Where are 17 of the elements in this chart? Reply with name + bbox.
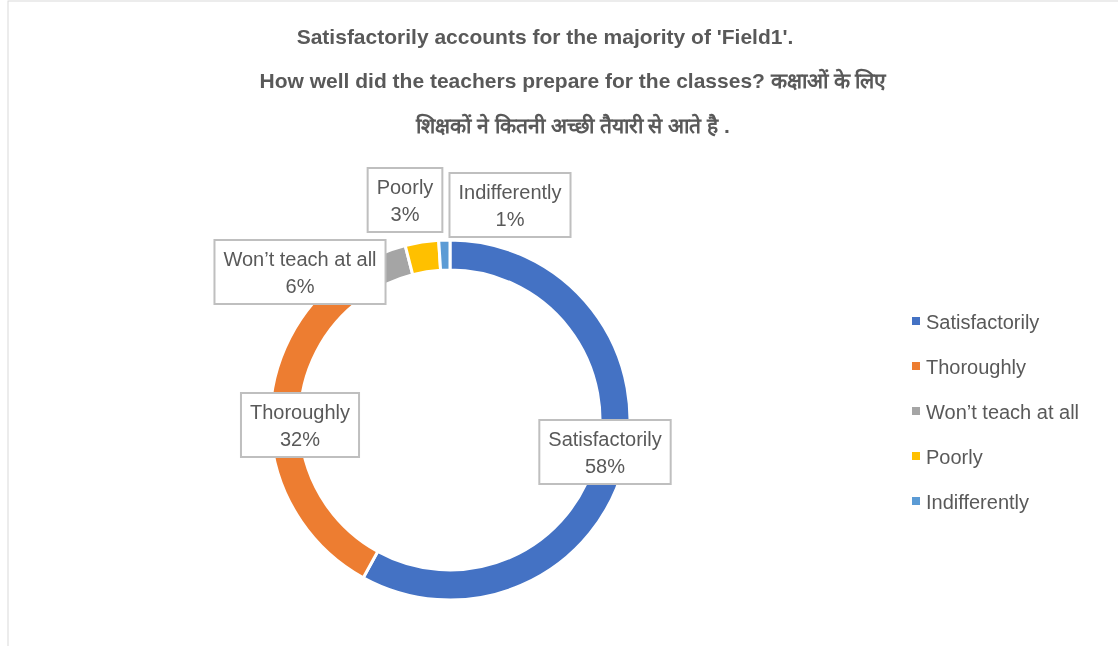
slice-label: Indifferently (458, 181, 562, 203)
legend-label: Won’t teach at all (926, 401, 1080, 423)
slice-label: Satisfactorily (548, 428, 662, 450)
data-label: 32% (279, 428, 321, 450)
slice-label: Poorly (376, 176, 434, 198)
data-label: 3% (390, 203, 420, 225)
data-label: 1% (495, 208, 525, 230)
chart-subtitle: How well did the teachers prepare for the classes? कक्षाओं के लिए शिक्षकों ने कितनी अच्छी तैयारी से आते है . (259, 68, 888, 137)
legend-label: Poorly (926, 446, 983, 468)
data-label: 6% (285, 275, 315, 297)
legend-label: Indifferently (926, 491, 1030, 513)
chart-title: Satisfactorily accounts for the majority of 'Field1'. (296, 25, 794, 48)
legend-label: Satisfactorily (926, 311, 1040, 333)
slice-label: Won’t teach at all (223, 248, 377, 270)
slice-label: Thoroughly (249, 401, 351, 423)
legend-label: Thoroughly (926, 356, 1027, 378)
data-label: 58% (584, 455, 626, 477)
